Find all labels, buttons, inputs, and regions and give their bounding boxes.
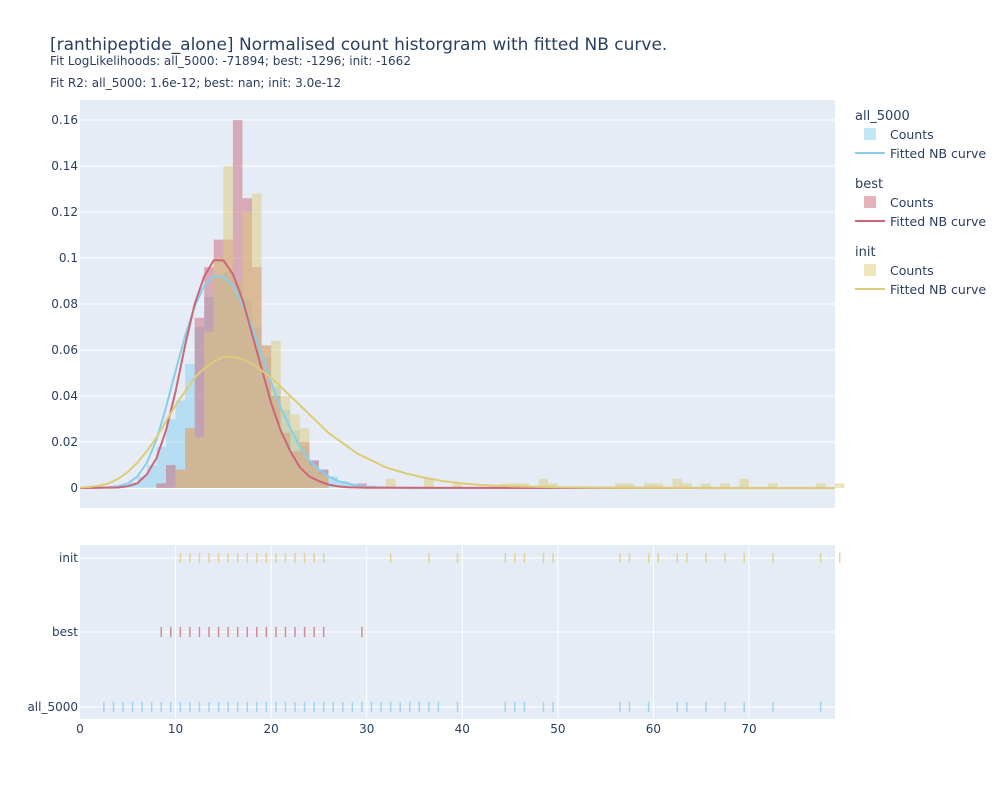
- histogram-bar-init: [643, 483, 654, 488]
- fitted-curves: [79, 259, 836, 489]
- fitted-curve-best: [79, 259, 836, 489]
- histogram-bar-all_5000: [328, 476, 339, 488]
- legend-counts-label: Counts: [890, 263, 934, 278]
- fitted-curve-init: [79, 355, 836, 489]
- legend-counts-swatch: [864, 128, 876, 140]
- legend-curve-label: Fitted NB curve: [890, 282, 986, 297]
- y-tick-label: 0.08: [51, 297, 78, 311]
- histogram-bar-init: [175, 469, 186, 488]
- histogram-bar-init: [232, 281, 243, 488]
- histogram-bar-all_5000: [137, 476, 147, 488]
- legend-counts-label: Counts: [890, 127, 934, 142]
- y-tick-label: 0.04: [51, 389, 78, 403]
- histogram-bar-init: [385, 478, 396, 488]
- x-tick-label: 70: [741, 722, 756, 736]
- y-tick-label: 0.14: [51, 159, 78, 173]
- legend-group-title: init: [855, 245, 876, 260]
- legend-group-title: all_5000: [855, 109, 910, 124]
- histogram-bar-init: [194, 437, 205, 488]
- chart-subtitle-loglik: Fit LogLikelihoods: all_5000: -71894; be…: [50, 54, 411, 68]
- histogram-bar-init: [720, 483, 730, 488]
- histogram-bar-all_5000: [146, 465, 157, 488]
- histogram-bar-all_5000: [185, 363, 195, 488]
- y-tick-label: 0.12: [51, 205, 78, 219]
- x-tick-label: 10: [168, 722, 183, 736]
- legend-counts-swatch: [864, 196, 876, 208]
- histogram-bar-all_5000: [156, 446, 167, 488]
- histogram-bar-best: [166, 465, 176, 488]
- x-tick-label: 60: [646, 722, 661, 736]
- histogram-bar-init: [815, 483, 826, 488]
- legend-group-title: best: [855, 177, 883, 192]
- chart-title: [ranthipeptide_alone] Normalised count h…: [50, 35, 667, 55]
- y-tick-label: 0: [70, 481, 78, 495]
- rug-category-label: best: [52, 625, 78, 639]
- histogram-bar-init: [672, 478, 683, 488]
- legend-counts-label: Counts: [890, 195, 934, 210]
- histogram-bar-init: [204, 331, 214, 488]
- legend-curve-label: Fitted NB curve: [890, 214, 986, 229]
- histogram-bar-init: [739, 478, 749, 488]
- legend-counts-swatch: [864, 264, 876, 276]
- histogram-bar-all_5000: [166, 419, 176, 488]
- y-tick-label: 0.1: [59, 251, 78, 265]
- histogram-bar-init: [185, 428, 195, 488]
- x-tick-label: 0: [76, 722, 84, 736]
- histogram-bar-init: [424, 478, 434, 488]
- histogram-bar-all_5000: [338, 481, 348, 488]
- histogram-bar-init: [835, 483, 845, 488]
- histogram-bar-init: [290, 414, 300, 488]
- histogram-bar-init: [309, 465, 319, 488]
- x-tick-label: 30: [359, 722, 374, 736]
- histogram-bar-init: [452, 483, 463, 488]
- histogram-bar-init: [548, 483, 558, 488]
- histogram-bar-init: [653, 483, 663, 488]
- x-tick-label: 50: [550, 722, 565, 736]
- histogram-bar-init: [624, 483, 635, 488]
- legend-curve-label: Fitted NB curve: [890, 146, 986, 161]
- rug-category-label: init: [59, 551, 78, 565]
- histogram-bar-all_5000: [175, 400, 186, 488]
- histogram-bar-init: [261, 345, 272, 488]
- y-axis-ticks: 0 0.02 0.04 0.06 0.08 0.1 0.12 0.14 0.16: [51, 113, 78, 495]
- y-tick-label: 0.16: [51, 113, 78, 127]
- y-tick-label: 0.02: [51, 435, 78, 449]
- histogram-bar-init: [615, 483, 625, 488]
- rug-category-label: all_5000: [27, 700, 78, 714]
- histogram-bar-init: [682, 483, 692, 488]
- legend: all_5000 Counts Fitted NB curve best Counts F…: [855, 109, 986, 297]
- histogram-bar-init: [223, 166, 233, 488]
- histogram-bar-best: [156, 483, 167, 488]
- histogram-bar-init: [213, 258, 224, 488]
- histogram-bar-init: [701, 483, 711, 488]
- histogram-bar-init: [538, 478, 549, 488]
- histogram-bar-init: [299, 428, 310, 488]
- histogram-bar-init: [768, 483, 778, 488]
- x-axis-ticks: 0 10 20 30 40 50 60 70: [76, 722, 756, 736]
- histogram-bar-all_5000: [347, 483, 358, 488]
- x-tick-label: 40: [455, 722, 470, 736]
- chart-subtitle-r2: Fit R2: all_5000: 1.6e-12; best: nan; in…: [50, 76, 341, 90]
- rug-marks: [103, 553, 841, 712]
- y-tick-label: 0.06: [51, 343, 78, 357]
- histogram-bar-init: [242, 212, 253, 488]
- rug-category-labels: init best all_5000: [27, 551, 78, 714]
- x-tick-label: 20: [263, 722, 278, 736]
- histogram-bar-best: [194, 317, 205, 488]
- histogram-bar-init: [318, 474, 329, 488]
